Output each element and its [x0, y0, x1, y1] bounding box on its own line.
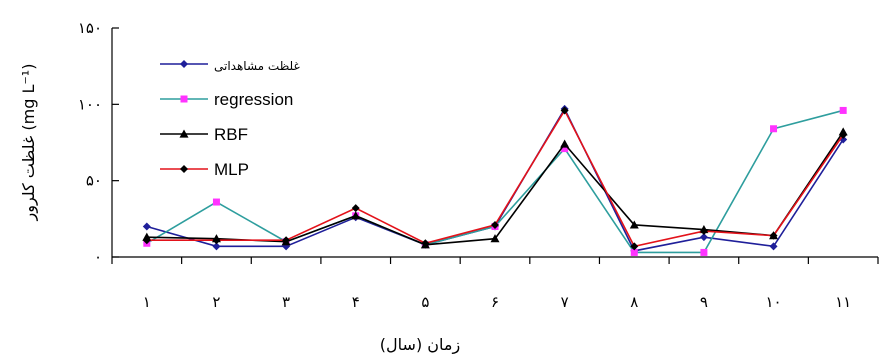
y-tick-label: ۵۰ [86, 172, 102, 190]
x-tick-label: ۶ [491, 293, 499, 311]
legend-marker [180, 165, 188, 173]
x-tick-label: ۱ [143, 293, 151, 311]
y-ticks: ۰ ۵۰ ۱۰۰ ۱۵۰ [78, 19, 119, 266]
data-point [560, 139, 570, 148]
data-point [212, 198, 220, 206]
x-tick-label: ۸ [630, 293, 638, 311]
axes [111, 28, 878, 258]
x-tick-label: ۳ [282, 293, 290, 311]
legend-label: غلظت مشاهداتی [214, 59, 300, 73]
data-point [629, 220, 639, 229]
legend-marker [180, 60, 188, 68]
data-point [142, 222, 151, 231]
data-point [142, 236, 151, 245]
legend-marker [180, 95, 188, 103]
y-axis-title: غلظت کلرور (mg L⁻¹) [19, 64, 39, 222]
x-tick-label: ۴ [352, 293, 360, 311]
data-point [839, 130, 848, 139]
x-tick-label: ۱۱ [835, 293, 851, 311]
legend-marker [179, 129, 189, 138]
x-tick-label: ۵ [421, 293, 429, 311]
data-point [700, 248, 708, 256]
x-tick-label: ۹ [700, 293, 708, 311]
data-point [282, 236, 291, 245]
series-3 [142, 106, 848, 251]
legend-label: MLP [214, 160, 249, 179]
x-tick-label: ۱۰ [765, 293, 781, 311]
data-point [561, 145, 569, 153]
series-line [146, 109, 844, 254]
data-point [769, 231, 778, 240]
legend: غلظت مشاهداتی regression RBF MLP [160, 59, 300, 179]
data-point [630, 248, 638, 256]
data-point [630, 242, 639, 251]
x-axis-title: زمان (سال) [380, 335, 460, 355]
data-point [491, 220, 499, 229]
series-layer [142, 104, 848, 256]
x-ticks: ۱ ۲ ۳ ۴ ۵ ۶ ۷ ۸ ۹ ۱۰ ۱۱ [111, 257, 879, 311]
data-point [560, 106, 569, 115]
x-tick-label: ۷ [561, 293, 569, 311]
data-point [421, 239, 430, 248]
data-point [351, 204, 360, 213]
legend-label: regression [214, 90, 293, 109]
data-point [699, 227, 708, 236]
y-tick-label: ۱۵۰ [78, 19, 102, 37]
data-point [212, 242, 221, 251]
x-tick-label: ۲ [212, 293, 220, 311]
data-point [699, 233, 708, 242]
data-point [351, 211, 361, 220]
data-point [769, 242, 778, 251]
data-point [770, 125, 778, 133]
y-tick-label: ۱۰۰ [78, 95, 102, 113]
legend-label: RBF [214, 125, 248, 144]
data-point [490, 234, 500, 243]
data-point [212, 236, 221, 245]
y-tick-label: ۰ [94, 248, 102, 266]
data-point [839, 106, 847, 114]
